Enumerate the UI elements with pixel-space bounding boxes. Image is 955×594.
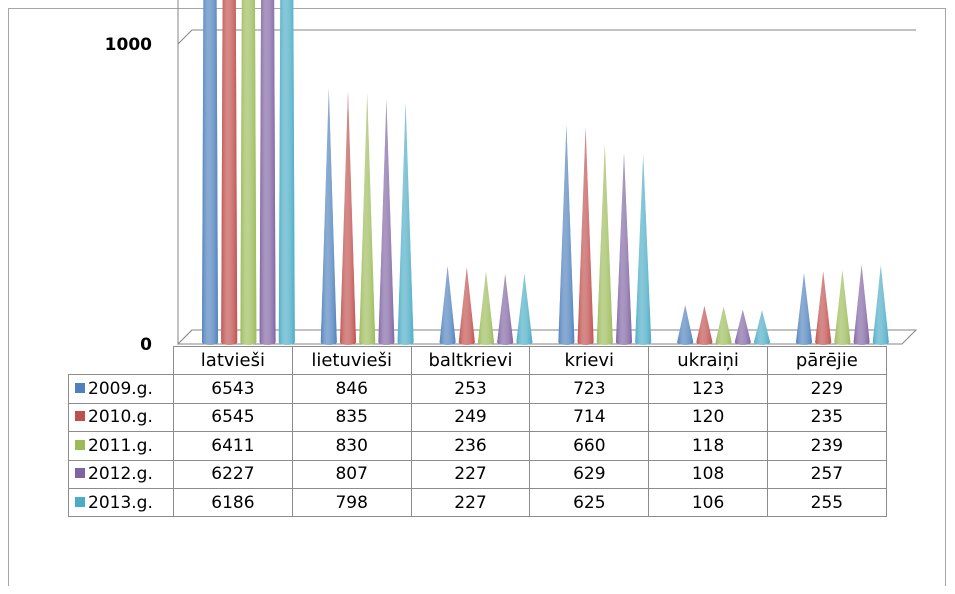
cone-bars xyxy=(202,0,889,346)
series-name: 2009.g. xyxy=(88,379,153,400)
legend-swatch-icon xyxy=(75,411,85,422)
y-tick-label: 0 xyxy=(140,335,152,355)
table-cell: 723 xyxy=(529,374,650,404)
cone-bar xyxy=(478,271,494,345)
table-cell: 6543 xyxy=(173,374,293,404)
series-legend-cell: 2013.g. xyxy=(68,487,174,518)
cone-bar xyxy=(596,144,613,345)
cone-bar xyxy=(815,271,832,345)
table-cell: 835 xyxy=(291,402,412,433)
table-row: 2010.g. 6545 835 249 714 120 235 xyxy=(68,402,887,433)
cone-bar xyxy=(577,127,594,345)
cone-bar xyxy=(853,264,870,345)
table-cell: 108 xyxy=(648,459,768,489)
cone-bar xyxy=(278,0,295,345)
cone-bar xyxy=(221,0,238,345)
table-row: 2009.g. 6543 846 253 723 123 229 xyxy=(68,374,887,404)
table-cell: 846 xyxy=(291,374,412,404)
table-row: 2012.g. 6227 807 227 629 108 257 xyxy=(68,459,887,489)
series-legend-cell: 2012.g. xyxy=(68,459,174,489)
table-corner xyxy=(69,347,174,375)
category-label: ukraiņi xyxy=(648,345,768,376)
cone-bar xyxy=(458,267,475,345)
table-cell: 118 xyxy=(648,431,768,461)
table-cell: 625 xyxy=(529,487,650,518)
series-name: 2010.g. xyxy=(88,407,153,428)
table-cell: 120 xyxy=(648,402,768,433)
category-label: baltkrievi xyxy=(410,345,531,376)
category-label: krievi xyxy=(529,345,650,376)
table-cell: 239 xyxy=(766,431,887,461)
table-cell: 660 xyxy=(529,431,650,461)
table-cell: 807 xyxy=(291,459,412,489)
table-cell: 6186 xyxy=(173,487,293,518)
cone-bar xyxy=(378,99,395,346)
chart-frame xyxy=(8,8,946,586)
cone-bar xyxy=(558,125,575,345)
cone-bar xyxy=(616,153,632,345)
table-cell: 6227 xyxy=(173,459,293,489)
legend-swatch-icon xyxy=(75,383,85,394)
table-cell: 798 xyxy=(291,487,412,518)
table-cell: 629 xyxy=(529,459,650,489)
data-table: latvieši lietuvieši baltkrievi krievi ukraiņ… xyxy=(68,345,887,518)
cone-bar xyxy=(677,305,694,345)
y-axis-ticks: 01000200030004000500060007000 xyxy=(105,35,152,355)
cone-bar xyxy=(754,310,770,345)
table-cell: 257 xyxy=(766,459,887,489)
cone-bar xyxy=(834,270,851,345)
table-cell: 235 xyxy=(766,402,887,433)
cone-bar xyxy=(240,0,257,345)
series-name: 2011.g. xyxy=(88,435,153,456)
cone-bar xyxy=(497,273,514,345)
table-cell: 830 xyxy=(291,431,412,461)
table-cell: 229 xyxy=(766,374,887,404)
category-label: lietuvieši xyxy=(291,345,412,376)
legend-swatch-icon xyxy=(75,496,85,507)
table-cell: 6545 xyxy=(173,402,293,433)
cone-bar xyxy=(715,306,732,345)
cone-bar xyxy=(734,309,751,345)
table-cell: 253 xyxy=(410,374,531,404)
cone-bar xyxy=(635,154,652,345)
cone-bar xyxy=(340,91,356,345)
cone-bar xyxy=(259,0,276,345)
cone-bar xyxy=(359,93,376,345)
table-cell: 227 xyxy=(410,487,531,518)
series-legend-cell: 2010.g. xyxy=(68,402,174,433)
table-row: 2011.g. 6411 830 236 660 118 239 xyxy=(68,431,887,461)
cone-bar xyxy=(202,0,218,345)
category-header-row: latvieši lietuvieši baltkrievi krievi ukraiņ… xyxy=(69,345,887,376)
table-cell: 6411 xyxy=(173,431,293,461)
table-cell: 714 xyxy=(529,402,650,433)
table-body: 2009.g. 6543 846 253 723 123 229 2010.g. 6545 835… xyxy=(68,374,887,518)
category-label: pārējie xyxy=(766,345,887,376)
cone-bar xyxy=(872,265,889,345)
cone-bar xyxy=(439,266,456,345)
legend-swatch-icon xyxy=(75,439,85,450)
gridline xyxy=(177,29,916,45)
series-legend-cell: 2011.g. xyxy=(68,431,174,461)
cone-bar xyxy=(320,88,337,345)
cone-bar xyxy=(397,102,414,345)
legend-swatch-icon xyxy=(75,468,85,479)
cone-bar xyxy=(796,273,812,345)
series-name: 2012.g. xyxy=(88,464,153,485)
table-cell: 236 xyxy=(410,431,531,461)
table-cell: 123 xyxy=(648,374,768,404)
series-legend-cell: 2009.g. xyxy=(68,374,174,404)
table-cell: 106 xyxy=(648,487,768,518)
y-tick-label: 1000 xyxy=(105,35,152,55)
table-cell: 249 xyxy=(410,402,531,433)
table-cell: 255 xyxy=(766,487,887,518)
cone-bar xyxy=(696,306,713,345)
table-cell: 227 xyxy=(410,459,531,489)
category-label: latvieši xyxy=(173,345,293,376)
table-row: 2013.g. 6186 798 227 625 106 255 xyxy=(68,487,887,518)
series-name: 2013.g. xyxy=(88,492,153,513)
cone-bar xyxy=(516,273,533,345)
